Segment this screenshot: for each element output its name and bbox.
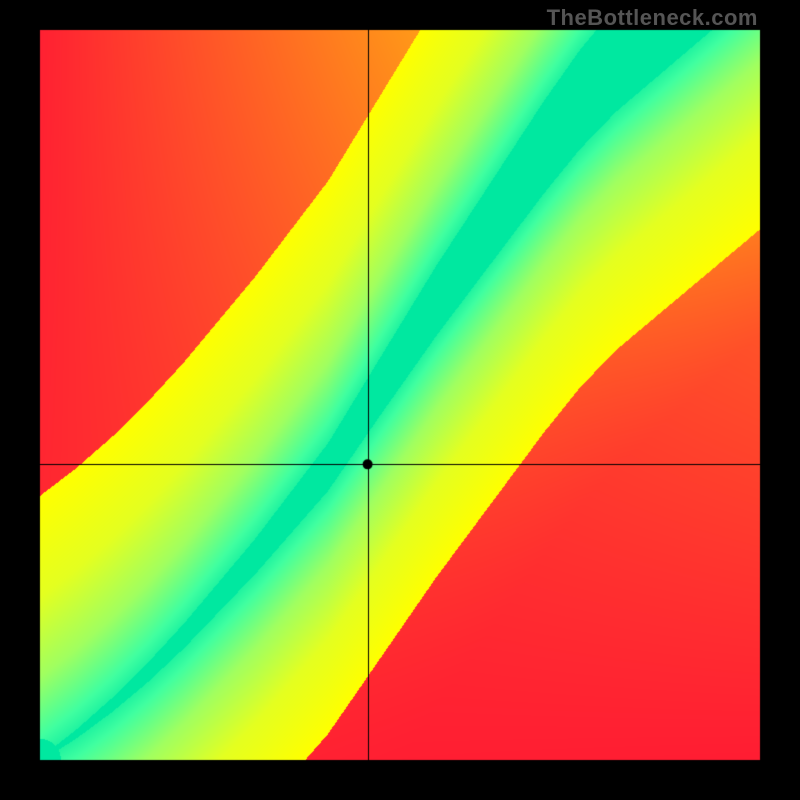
bottleneck-heatmap [0,0,800,800]
watermark-text: TheBottleneck.com [547,5,758,31]
chart-container: TheBottleneck.com [0,0,800,800]
